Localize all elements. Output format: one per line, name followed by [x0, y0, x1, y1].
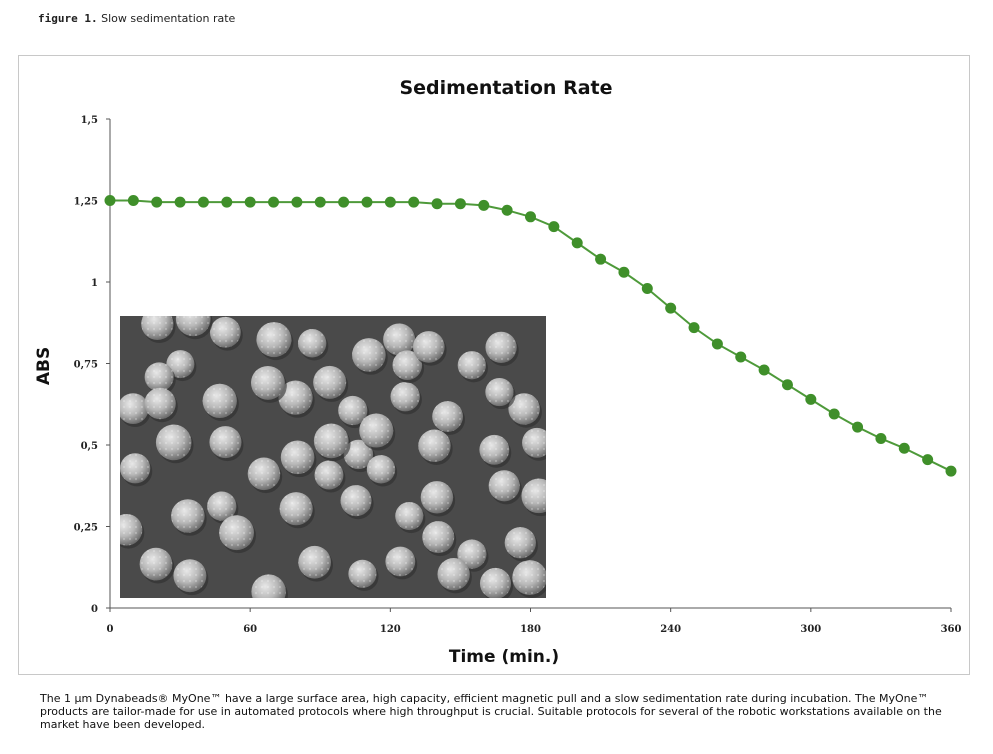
- data-point-27: [735, 351, 747, 363]
- y-tick-label-2: 0,5: [81, 441, 98, 452]
- data-point-18: [525, 211, 536, 223]
- data-point-23: [641, 283, 653, 295]
- data-point-31: [828, 408, 840, 420]
- x-tick-label-2: 120: [380, 624, 401, 635]
- figure-caption: The 1 µm Dynabeads® MyOne™ have a large …: [40, 692, 942, 731]
- data-point-0: [104, 195, 116, 206]
- data-point-34: [898, 442, 910, 454]
- chart-title: Sedimentation Rate: [399, 77, 612, 99]
- data-point-22: [618, 266, 630, 278]
- data-point-9: [314, 196, 326, 208]
- data-point-10: [338, 196, 350, 208]
- data-point-8: [291, 196, 303, 208]
- x-tick-label-0: 0: [107, 624, 114, 635]
- data-point-28: [758, 364, 770, 376]
- x-tick-label-4: 240: [660, 624, 681, 635]
- bead-micrograph-image: [120, 316, 546, 598]
- data-point-6: [244, 196, 256, 208]
- data-point-1: [127, 195, 139, 206]
- figure-label-text: Slow sedimentation rate: [101, 12, 236, 25]
- data-point-36: [945, 465, 957, 477]
- data-point-11: [361, 196, 373, 208]
- x-tick-label-3: 180: [520, 624, 541, 635]
- chart-ticks: 0 60 120 180 240 300 360 0 0,25 0,5 0,75 1 1,25 1,5: [74, 115, 962, 635]
- data-point-20: [571, 237, 583, 249]
- data-point-3: [174, 196, 186, 208]
- data-point-29: [781, 379, 793, 391]
- data-point-26: [711, 338, 723, 350]
- y-tick-label-6: 1,5: [81, 115, 98, 126]
- y-tick-label-5: 1,25: [74, 197, 98, 208]
- chart-frame: Sedimentation Rate 0 60 120 180 240 300 360 0 0,…: [18, 55, 970, 675]
- data-point-30: [805, 393, 817, 405]
- data-point-15: [454, 198, 466, 210]
- data-point-21: [595, 253, 607, 265]
- data-point-4: [197, 196, 209, 208]
- data-point-16: [478, 199, 490, 211]
- data-point-5: [221, 196, 233, 208]
- chart-series: [104, 195, 957, 477]
- data-point-25: [688, 322, 700, 334]
- y-tick-label-4: 1: [91, 278, 98, 289]
- y-tick-label-0: 0: [91, 604, 98, 615]
- data-point-19: [548, 221, 560, 233]
- x-tick-label-5: 300: [800, 624, 821, 635]
- figure-label-prefix: figure 1.: [38, 12, 98, 25]
- data-point-33: [875, 432, 887, 444]
- data-point-35: [922, 454, 934, 466]
- x-tick-label-1: 60: [243, 624, 257, 635]
- data-point-2: [151, 196, 163, 208]
- x-axis-title: Time (min.): [449, 647, 559, 667]
- y-tick-label-1: 0,25: [74, 523, 98, 534]
- sedimentation-chart: Sedimentation Rate 0 60 120 180 240 300 360 0 0,…: [34, 77, 962, 667]
- data-point-13: [408, 196, 420, 208]
- data-point-12: [384, 196, 396, 208]
- data-point-24: [665, 302, 677, 314]
- data-point-14: [431, 198, 443, 210]
- data-point-17: [501, 204, 513, 216]
- x-tick-label-6: 360: [941, 624, 962, 635]
- figure-label: figure 1. Slow sedimentation rate: [38, 12, 235, 25]
- data-point-7: [268, 196, 280, 208]
- y-axis-title: ABS: [34, 347, 54, 385]
- y-tick-label-3: 0,75: [74, 360, 98, 371]
- data-point-32: [852, 421, 864, 433]
